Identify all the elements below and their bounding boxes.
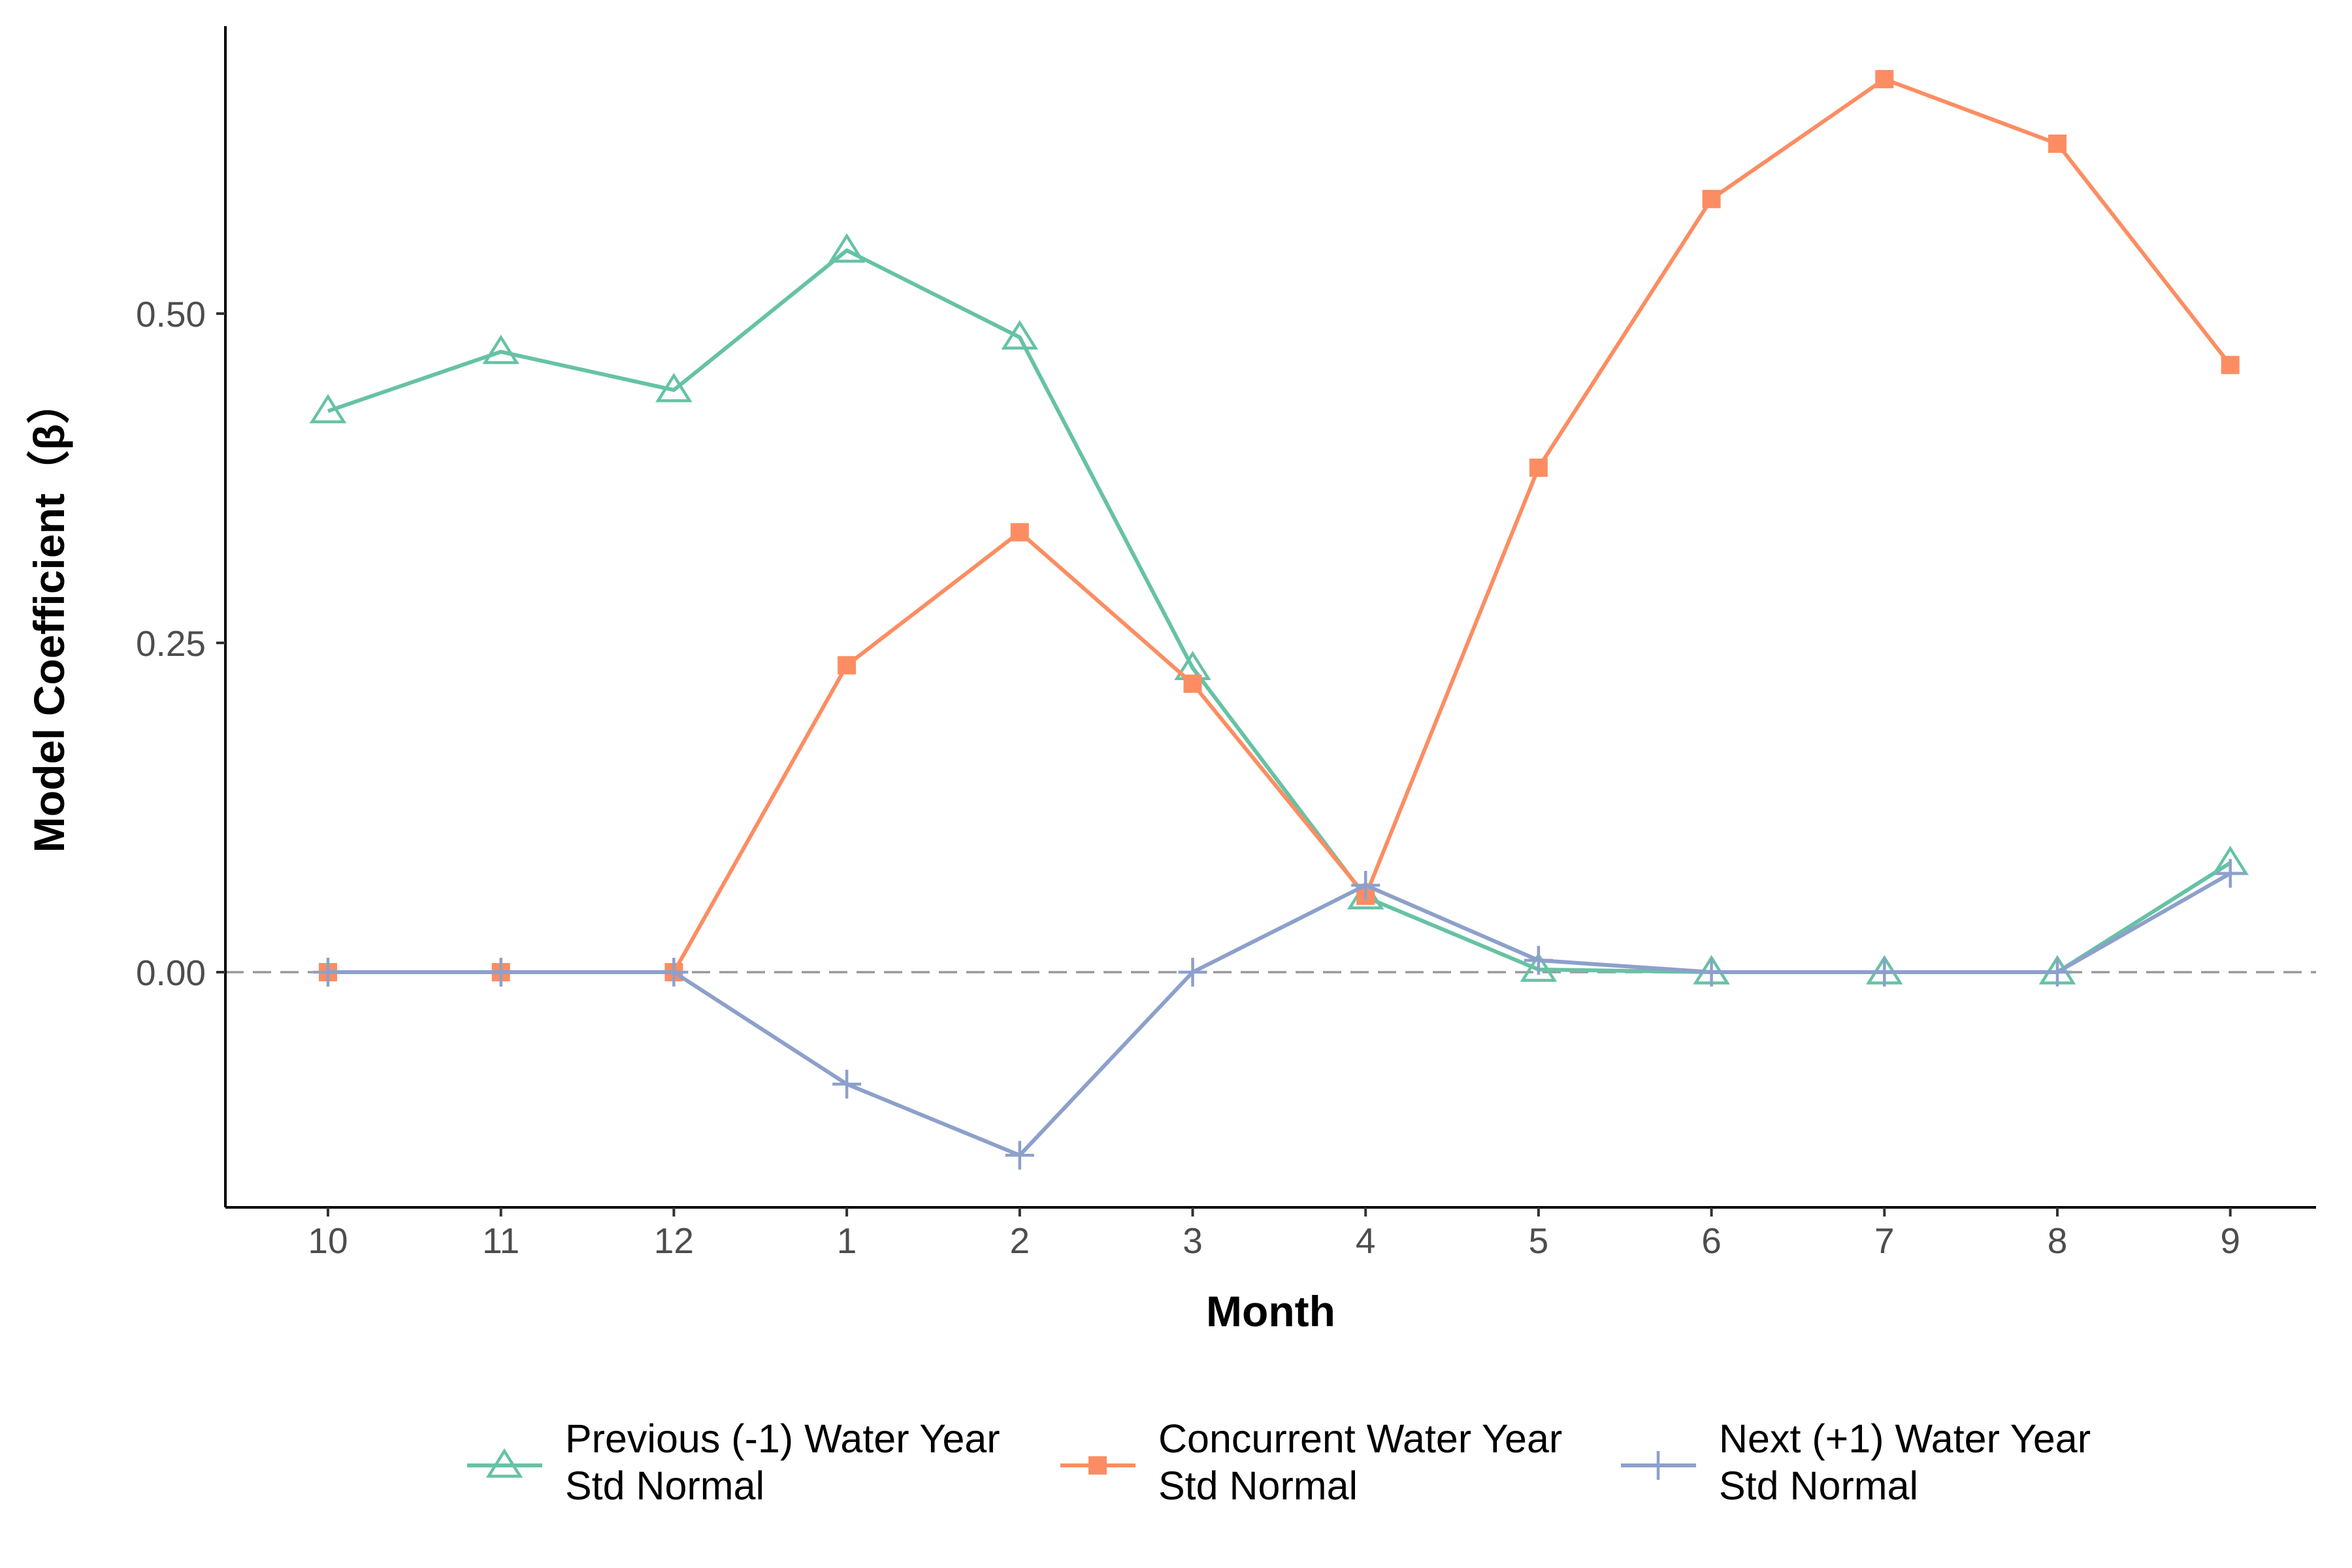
- x-tick-label: 12: [654, 1220, 694, 1261]
- legend-item: Concurrent Water Year Std Normal: [1060, 1416, 1562, 1508]
- legend-item: Previous (-1) Water Year Std Normal: [467, 1416, 1000, 1508]
- series-line: [328, 872, 2232, 1158]
- data-point: [314, 958, 342, 987]
- data-point: [1005, 1141, 1034, 1170]
- data-point: [832, 1070, 862, 1099]
- legend-marker: [485, 1448, 523, 1478]
- data-point: [1524, 945, 1553, 975]
- legend-label-line: Std Normal: [565, 1463, 764, 1508]
- data-point: [1520, 952, 1558, 982]
- data-point: [486, 958, 515, 987]
- data-point: [1702, 189, 1721, 208]
- legend-label-line: Previous (-1) Water Year: [565, 1416, 1000, 1461]
- data-point: [1870, 958, 1899, 987]
- legend-label: Concurrent Water Year Std Normal: [1158, 1416, 1562, 1508]
- legend-label-line: Next (+1) Water Year: [1719, 1416, 2091, 1461]
- x-tick-label: 6: [1701, 1220, 1722, 1261]
- data-point: [828, 233, 866, 263]
- data-point: [2048, 134, 2066, 153]
- x-tick-label: 11: [482, 1220, 519, 1261]
- series-0: [309, 233, 2249, 985]
- data-point: [1183, 674, 1202, 693]
- data-point: [2221, 355, 2240, 374]
- data-point: [1010, 523, 1029, 542]
- y-tick-label: 0.00: [136, 953, 206, 993]
- legend-item: Next (+1) Water Year Std Normal: [1621, 1416, 2091, 1508]
- legend: Previous (-1) Water Year Std NormalConcur…: [467, 1416, 2091, 1508]
- x-tick-label: 7: [1874, 1220, 1895, 1261]
- legend-label-line: Std Normal: [1719, 1463, 1918, 1508]
- x-tick-label: 9: [2220, 1220, 2240, 1261]
- legend-label: Next (+1) Water Year Std Normal: [1719, 1416, 2091, 1508]
- data-point: [838, 656, 857, 675]
- plot-area: [225, 70, 2316, 1170]
- legend-label-line: Std Normal: [1158, 1463, 1358, 1508]
- data-point: [655, 372, 693, 402]
- x-tick-label: 4: [1356, 1220, 1376, 1261]
- data-point: [482, 335, 519, 365]
- y-axis-title: Model Coefficient（β）: [25, 381, 73, 853]
- data-point: [309, 393, 347, 423]
- x-tick-label: 8: [2048, 1220, 2068, 1261]
- data-point: [2043, 958, 2072, 987]
- data-point: [2215, 858, 2245, 888]
- x-axis-title: Month: [1206, 1287, 1335, 1335]
- legend-marker: [1088, 1456, 1107, 1475]
- x-tick-label: 10: [308, 1220, 348, 1261]
- data-point: [1178, 958, 1207, 987]
- series-line: [328, 77, 2232, 974]
- data-point: [1001, 320, 1039, 350]
- y-tick-label: 0.50: [136, 294, 206, 335]
- series-2: [314, 858, 2245, 1170]
- data-point: [1529, 458, 1548, 477]
- series-line: [327, 248, 2232, 974]
- x-tick-label: 2: [1010, 1220, 1030, 1261]
- x-tick-label: 5: [1529, 1220, 1549, 1261]
- y-tick-label: 0.25: [136, 623, 206, 664]
- x-tick-label: 1: [837, 1220, 857, 1261]
- legend-marker: [1644, 1451, 1673, 1480]
- data-point: [1697, 958, 1726, 987]
- data-point: [1875, 70, 1894, 89]
- legend-label: Previous (-1) Water Year Std Normal: [565, 1416, 1000, 1508]
- x-tick-label: 3: [1183, 1220, 1203, 1261]
- axes: 10 11 12 1 2 3 4 5 6 7 8 90.000.250.50: [136, 26, 2316, 1261]
- legend-label-line: Concurrent Water Year: [1158, 1416, 1562, 1461]
- series-1: [319, 70, 2240, 981]
- data-point: [1351, 870, 1380, 900]
- data-point: [659, 958, 689, 987]
